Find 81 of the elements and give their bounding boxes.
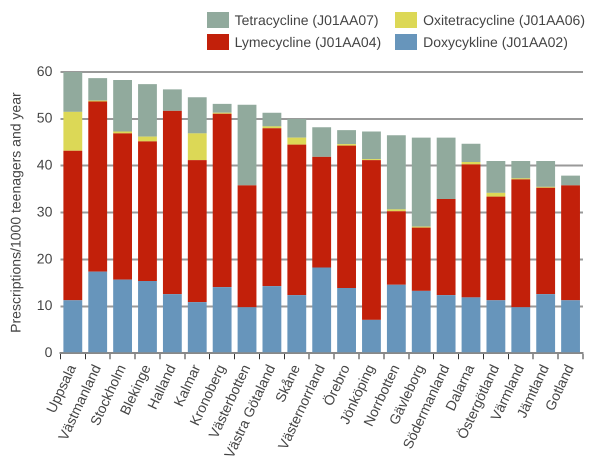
- bar: [212, 104, 232, 113]
- bar: [138, 136, 157, 142]
- bar: [287, 138, 306, 145]
- bar: [312, 127, 332, 157]
- bar: [262, 128, 282, 286]
- bar: [138, 84, 157, 137]
- bar: [63, 112, 82, 151]
- bar: [436, 199, 456, 296]
- bar: [188, 97, 207, 134]
- bar: [113, 80, 132, 132]
- bar: [312, 267, 332, 352]
- bar: [212, 114, 232, 288]
- bar: [312, 156, 332, 268]
- bar: [511, 179, 530, 308]
- y-tick-label: 50: [36, 110, 53, 126]
- bar: [462, 162, 480, 164]
- bar: [362, 160, 381, 320]
- legend-label: Oxitetracycline (J01AA06): [423, 12, 585, 28]
- bar: [88, 272, 108, 352]
- bar: [511, 161, 530, 178]
- bar: [412, 290, 431, 352]
- bar: [536, 188, 556, 294]
- legend-label: Tetracycline (J01AA07): [234, 12, 379, 28]
- bar: [362, 132, 381, 160]
- bar: [238, 104, 256, 186]
- bar: [412, 228, 431, 291]
- bar: [63, 72, 82, 112]
- bar: [287, 118, 306, 138]
- bar: [138, 141, 157, 282]
- bar: [238, 185, 256, 308]
- bar: [462, 164, 480, 298]
- bar: [561, 300, 580, 352]
- bar: [337, 130, 356, 144]
- bar: [262, 286, 282, 352]
- bar: [238, 307, 256, 352]
- legend-label: Lymecycline (J01AA04): [234, 34, 382, 50]
- bar: [561, 176, 580, 186]
- bar: [386, 284, 406, 352]
- y-tick-label: 20: [36, 250, 53, 266]
- bar: [162, 294, 182, 352]
- bar: [138, 281, 157, 352]
- bar: [262, 112, 282, 126]
- bar: [486, 196, 506, 300]
- bar: [188, 160, 207, 302]
- bar: [88, 102, 108, 272]
- bar: [88, 78, 108, 101]
- bar: [462, 144, 480, 162]
- bar: [486, 161, 506, 193]
- bar: [486, 300, 506, 352]
- bar: [462, 297, 480, 352]
- bar: [337, 288, 356, 352]
- bar: [436, 295, 456, 352]
- y-tick-label: 30: [36, 203, 53, 220]
- bar: [287, 144, 306, 296]
- bar: [188, 302, 207, 352]
- bar: [113, 133, 132, 280]
- bar: [162, 89, 182, 111]
- bar: [337, 146, 356, 288]
- bar: [536, 161, 556, 187]
- y-tick-label: 0: [44, 344, 53, 360]
- bar: [386, 135, 406, 210]
- bar: [536, 294, 556, 352]
- bar: [287, 295, 306, 352]
- bar: [362, 320, 381, 352]
- y-tick-label: 10: [36, 297, 53, 314]
- y-tick-label: 40: [36, 156, 53, 173]
- bar: [188, 133, 207, 160]
- y-tick-label: 60: [36, 62, 53, 79]
- bar: [511, 307, 530, 352]
- bar: [113, 280, 132, 352]
- bar: [561, 185, 580, 300]
- bar: [436, 138, 456, 200]
- bar: [63, 150, 82, 300]
- bar: [386, 211, 406, 285]
- bar: [212, 287, 232, 352]
- bar: [412, 138, 431, 227]
- bar: [486, 192, 506, 197]
- bar: [63, 300, 82, 352]
- legend-label: Doxycykline (J01AA02): [423, 34, 568, 50]
- bar: [162, 110, 182, 294]
- y-axis-title: Prescriptions/1000 teenagers and year: [7, 92, 24, 333]
